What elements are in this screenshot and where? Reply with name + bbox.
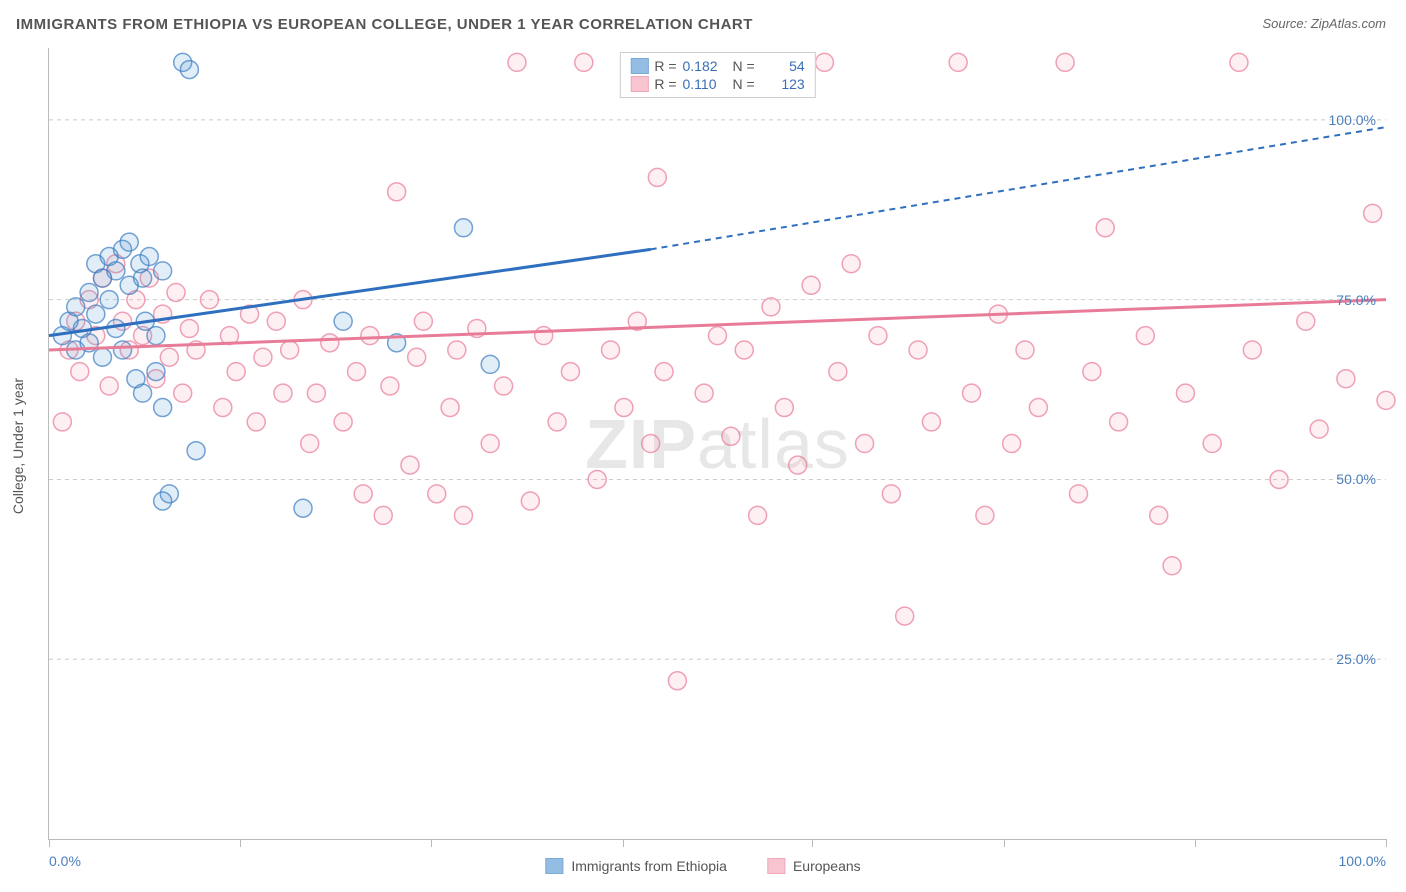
xtick (431, 839, 432, 847)
xtick (1386, 839, 1387, 847)
swatch-ethiopia-icon (545, 858, 563, 874)
legend-item-europeans: Europeans (767, 858, 861, 874)
y-axis-label: College, Under 1 year (10, 378, 26, 514)
xtick (1004, 839, 1005, 847)
chart-title: IMMIGRANTS FROM ETHIOPIA VS EUROPEAN COL… (16, 16, 753, 33)
xtick-label: 100.0% (1339, 853, 1386, 869)
stats-legend-box: R = 0.182 N = 54 R = 0.110 N = 123 (619, 52, 815, 98)
xtick (1195, 839, 1196, 847)
legend-item-ethiopia: Immigrants from Ethiopia (545, 858, 727, 874)
ytick-label: 75.0% (1336, 292, 1376, 308)
stats-row-ethiopia: R = 0.182 N = 54 (630, 57, 804, 75)
bottom-legend: Immigrants from Ethiopia Europeans (545, 858, 860, 874)
chart-plot-area: ZIPatlas R = 0.182 N = 54 R = 0.110 N = … (48, 48, 1386, 840)
scatter-plot-svg (49, 48, 1386, 839)
swatch-europeans-icon (767, 858, 785, 874)
ytick-label: 50.0% (1336, 471, 1376, 487)
ytick-label: 100.0% (1329, 112, 1376, 128)
source-attribution: Source: ZipAtlas.com (1262, 16, 1386, 31)
xtick-label: 0.0% (49, 853, 81, 869)
swatch-ethiopia (630, 58, 648, 74)
xtick (49, 839, 50, 847)
xtick (812, 839, 813, 847)
ytick-label: 25.0% (1336, 651, 1376, 667)
xtick (623, 839, 624, 847)
swatch-europeans (630, 76, 648, 92)
xtick (240, 839, 241, 847)
stats-row-europeans: R = 0.110 N = 123 (630, 75, 804, 93)
